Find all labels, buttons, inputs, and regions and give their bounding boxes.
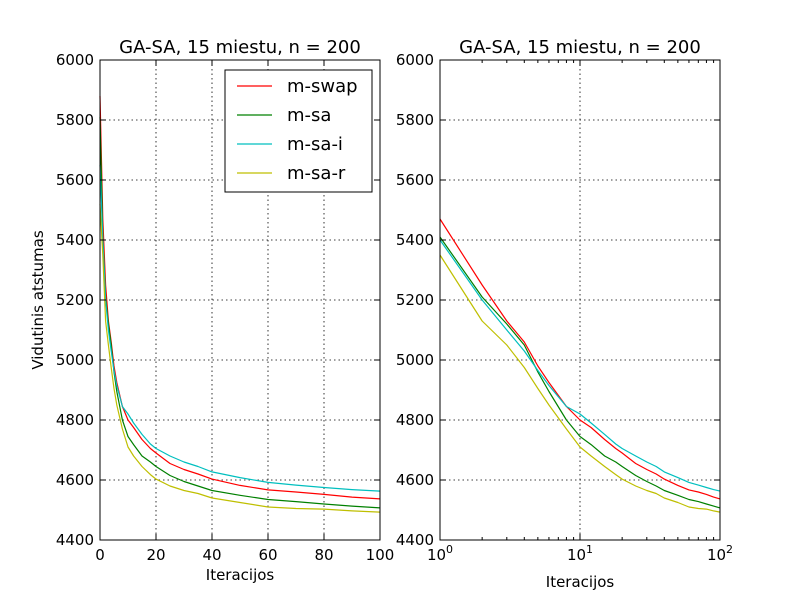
left-y-tick-label: 4600 [56,471,94,489]
right-y-tick-label: 5800 [396,111,434,129]
legend-box [224,69,373,193]
right-y-tick-label: 6000 [396,51,434,69]
left-x-axis-label: Iteracijos [206,566,275,584]
left-x-tick-label: 40 [202,546,221,564]
legend-label-m-swap: m-swap [287,76,358,97]
left-y-tick-label: 4400 [56,531,94,549]
right-chart-title: GA-SA, 15 miestu, n = 200 [459,37,701,58]
left-series-m-sa-i [99,164,381,492]
left-x-tick-label: 60 [258,546,277,564]
left-series-m-sa [99,116,381,509]
left-y-tick-label: 5200 [56,291,94,309]
left-y-tick-label: 5000 [56,351,94,369]
left-x-tick-label: 100 [366,546,395,564]
legend-label-m-sa-r: m-sa-r [287,163,346,184]
right-series-m-sa-r [439,254,721,513]
right-y-tick-label: 5600 [396,171,434,189]
right-series-m-sa-i [439,239,721,492]
right-x-tick-label: 100 [427,543,453,564]
right-y-tick-label: 4600 [396,471,434,489]
left-x-tick-label: 80 [314,546,333,564]
legend-label-m-sa: m-sa [287,105,331,126]
right-y-tick-label: 4400 [396,531,434,549]
left-x-tick-label: 0 [95,546,105,564]
right-chart-panel: 100 101 102 4400 4600 4800 5000 5200 5400 5600 580… [396,37,733,591]
left-chart-panel: 0 20 40 60 80 100 4400 4600 4800 5000 5200 5400 5600… [29,37,394,584]
left-y-tick-label: 5800 [56,111,94,129]
right-x-tick-label: 102 [707,543,733,564]
left-y-tick-label: 4800 [56,411,94,429]
right-series-m-swap [439,218,721,500]
right-y-tick-label: 5400 [396,231,434,249]
left-y-axis-label: Vidutinis atstumas [29,230,47,370]
right-x-tick-label: 101 [567,543,593,564]
left-y-tick-label: 6000 [56,51,94,69]
right-x-axis-label: Iteracijos [546,573,615,591]
left-y-tick-label: 5400 [56,231,94,249]
right-y-tick-label: 4800 [396,411,434,429]
left-series-m-sa-r [99,203,381,513]
legend: m-swap m-sa m-sa-i m-sa-r [224,69,373,193]
right-y-tick-label: 5000 [396,351,434,369]
left-x-tick-label: 20 [146,546,165,564]
left-chart-title: GA-SA, 15 miestu, n = 200 [119,37,361,58]
right-series-m-sa [439,236,721,509]
left-y-tick-label: 5600 [56,171,94,189]
legend-label-m-sa-i: m-sa-i [287,134,343,155]
right-y-tick-label: 5200 [396,291,434,309]
